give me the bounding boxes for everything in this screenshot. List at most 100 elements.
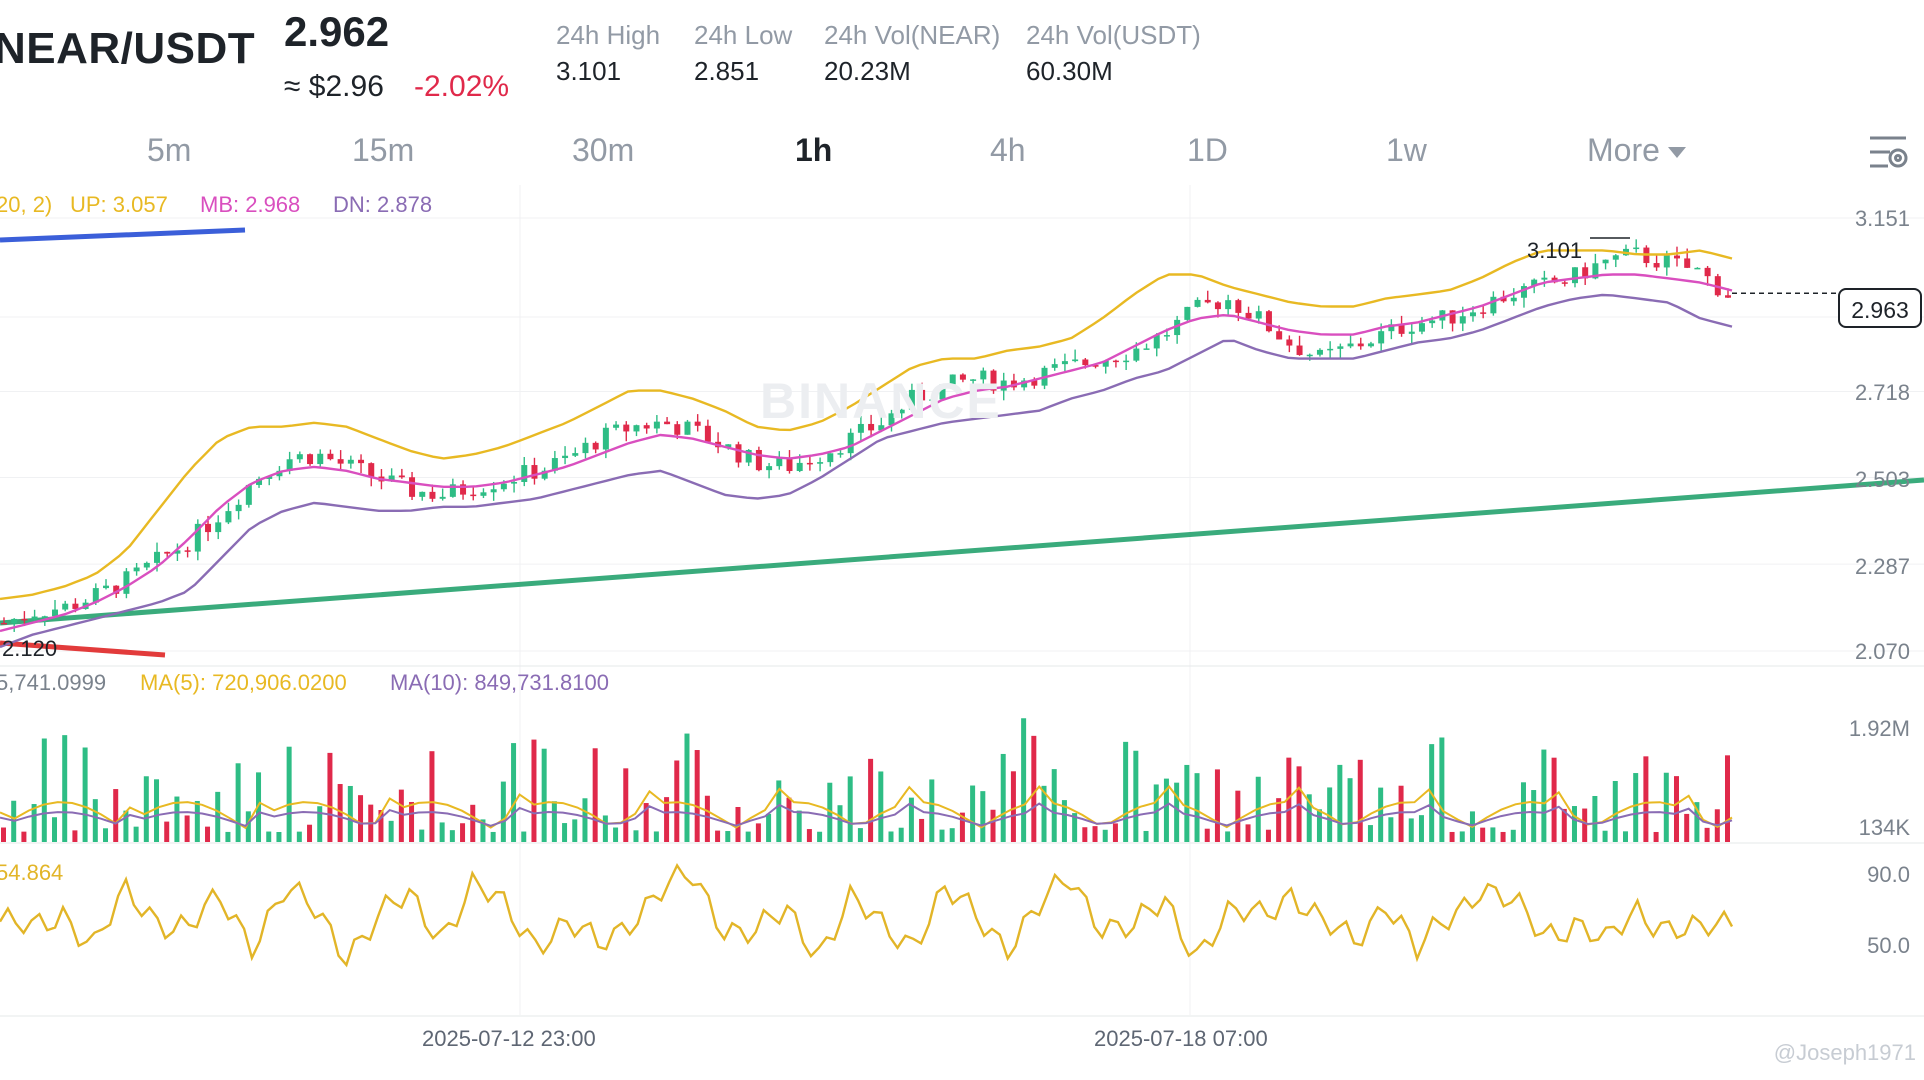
volume-bar [1163,778,1169,842]
volume-bar [623,768,629,842]
candle-body [174,550,181,554]
candle-body [664,421,671,425]
volume-bar [592,748,598,842]
volume-bar [837,805,843,842]
volume-bar [1286,757,1292,842]
candle-body [1174,319,1181,336]
candle-body [21,618,28,621]
volume-bar [1571,806,1577,842]
author-credit: @Joseph1971 [1773,1040,1916,1065]
candle-body [704,425,711,442]
volume-bar [41,738,47,842]
volume-bar [154,779,160,842]
candle-body [296,454,303,460]
grid-lines [0,185,1924,1017]
candle-body [572,453,579,456]
candle-body [1255,311,1262,319]
trendline-support [0,477,1924,626]
tab-1d[interactable]: 1D [1187,132,1228,168]
candle-body [735,444,742,463]
candle-body [133,567,140,572]
volume-bar [684,733,690,842]
volume-bar [1174,782,1180,842]
volume-bar [388,820,394,842]
volume-bar [470,804,476,842]
more-timeframes-button[interactable]: More [1587,132,1686,169]
candle-body [337,459,344,464]
volume-bar [317,806,323,842]
candle-body [41,616,48,618]
candle-body [613,424,620,428]
candle-body [796,462,803,472]
volume-bar [460,823,466,842]
candle-body [1520,286,1527,298]
volume-bar [704,795,710,842]
volume-bar [103,828,109,842]
candle-body [1592,263,1599,279]
candle-body [439,496,446,499]
candle-body [745,449,752,463]
candle-body [123,571,130,594]
volume-bar [1,827,6,842]
candle-body [817,462,824,464]
candle-body [1612,255,1619,260]
candle-body [1153,335,1160,349]
volume-bar [439,822,445,842]
volume-bar [572,819,578,842]
volume-bar [511,743,517,842]
volume-bar [1684,813,1690,842]
candle-body [857,423,864,433]
volume-bar [164,821,170,842]
volume-bar [1123,741,1129,842]
candle-body [786,457,793,472]
candle-body [470,494,477,497]
candle-body [694,421,701,426]
tab-15m[interactable]: 15m [352,132,415,168]
candle-body [92,588,99,603]
volume-bar [613,827,619,842]
candle-body [113,585,120,594]
candle-body [480,492,487,496]
volume-bar [1000,753,1006,842]
candle-body [1561,282,1568,284]
tab-1h[interactable]: 1h [795,132,833,168]
volume-bar [715,830,721,842]
candle-body [582,442,589,454]
volume-bar [1225,831,1231,842]
rsi-y-tick-label: 90.0 [1867,862,1910,887]
candle-body [1000,380,1007,391]
candle-body [194,523,201,552]
volume-bar [419,829,425,842]
more-label[interactable]: More [1587,132,1660,168]
volume-bar [1265,829,1271,842]
volume-bar [1367,825,1373,842]
volume-bar [1612,780,1618,842]
tab-1w[interactable]: 1w [1386,132,1427,168]
volume-bar [429,751,435,842]
volume-bar [1408,818,1414,842]
candle-body [766,466,773,471]
candle-body [1143,348,1150,350]
candle-body [1510,297,1517,302]
candle-body [327,453,334,460]
last-price: 2.962 [284,8,390,55]
bollinger-bands [0,249,1733,649]
volume-bar [653,831,659,842]
candle-body [72,603,79,609]
volume-bar [1184,764,1190,842]
chart-settings-icon[interactable] [1870,136,1908,168]
tab-5m[interactable]: 5m [147,132,192,168]
candle-body [1337,346,1344,349]
candle-body [1021,380,1028,388]
vol-y-tick-label: 134K [1858,815,1910,840]
candle-body [419,491,426,497]
tab-30m[interactable]: 30m [572,132,635,168]
candle-body [959,374,966,380]
tab-4h[interactable]: 4h [990,132,1026,168]
candle-body [1214,302,1221,310]
volume-bar [398,789,404,842]
y-tick-label: 2.070 [1854,639,1910,664]
volume-bar [776,780,782,842]
stat-24h-low-value: 2.851 [694,56,760,86]
volume-bar [480,819,486,842]
